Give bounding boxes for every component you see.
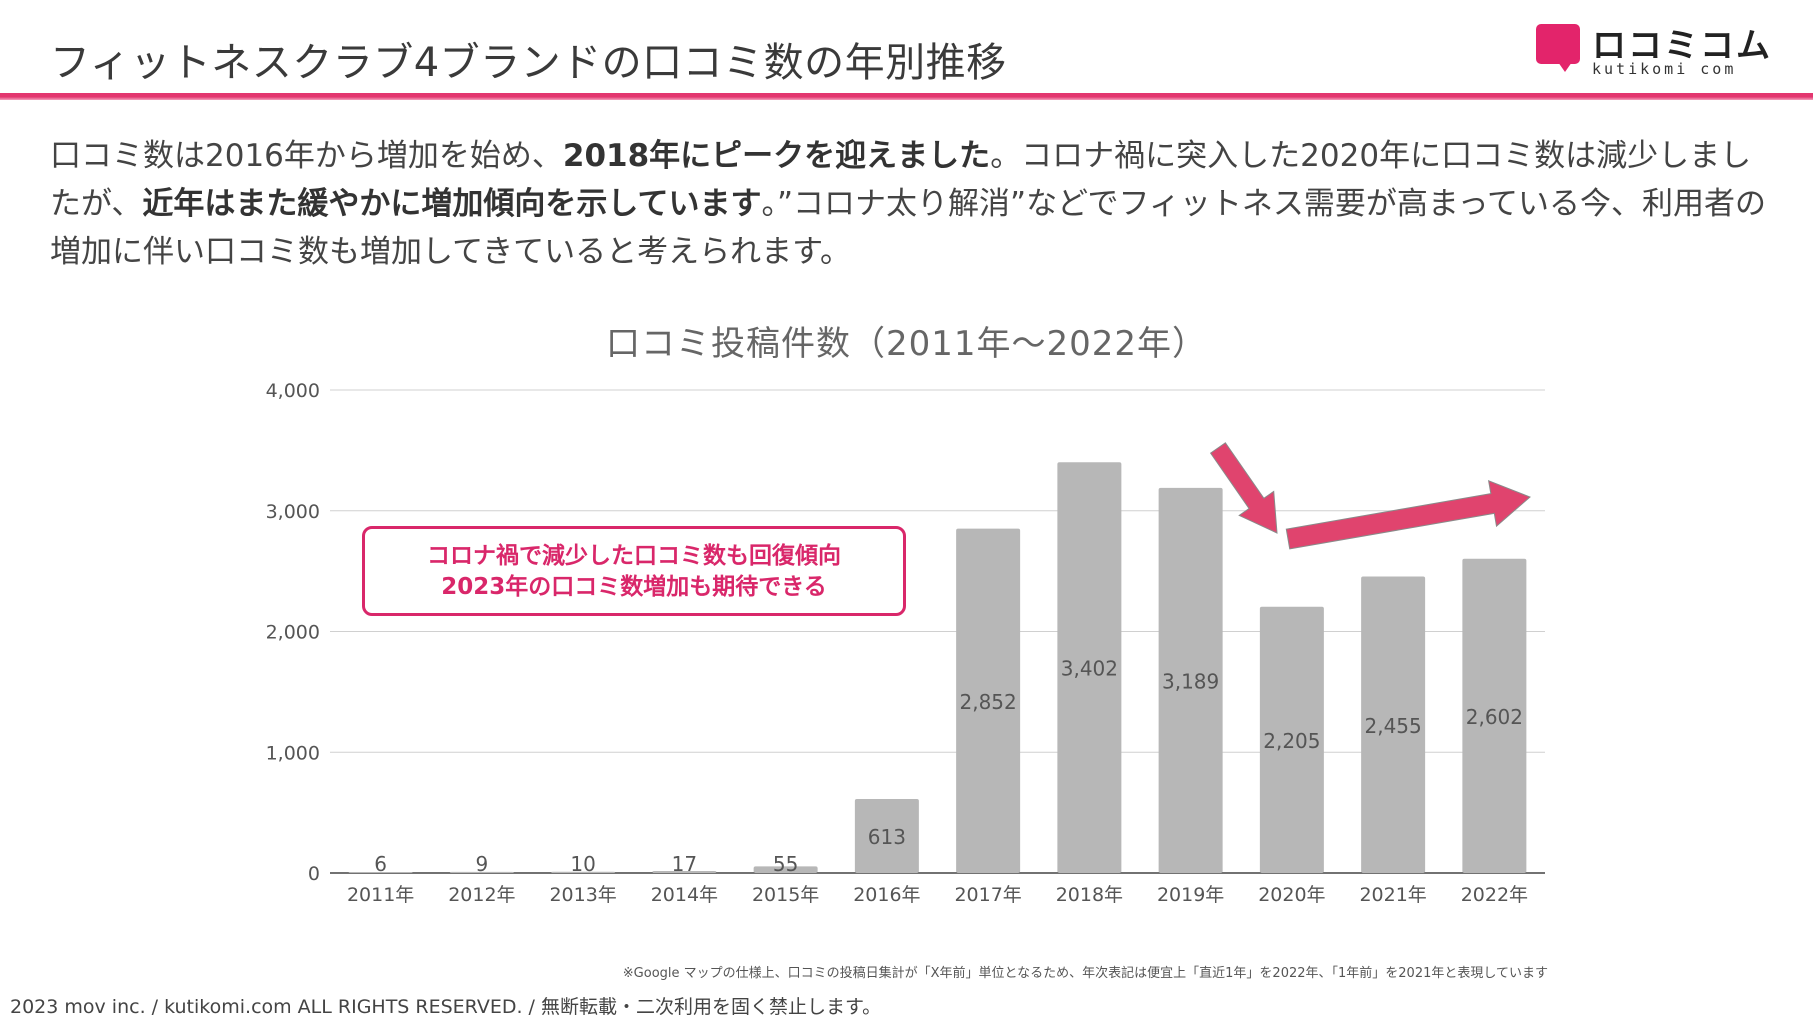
data-label: 3,402 [1061, 657, 1118, 681]
speech-bubble-icon [1536, 24, 1580, 72]
bar [854, 798, 919, 873]
footnote: ※Google マップの仕様上、口コミの投稿日集計が「X年前」単位となるため、年… [622, 966, 1548, 981]
page-title: フィットネスクラブ4ブランドの口コミ数の年別推移 [50, 40, 1007, 86]
summary-part-2: 。コロナ禍に突入した2020年に口コミ数は減少しましたが、 [50, 138, 1752, 222]
data-label: 17 [672, 852, 697, 876]
data-label: 10 [570, 852, 595, 876]
up-trend-arrow [1285, 480, 1531, 550]
y-tick-label: 1,000 [266, 742, 320, 764]
data-label: 2,602 [1466, 705, 1523, 729]
chart-title: 口コミ投稿件数（2011年〜2022年） [605, 324, 1208, 364]
callout-line-2: 2023年の口コミ数増加も期待できる [441, 574, 827, 600]
x-tick-label: 2013年 [549, 884, 616, 906]
data-label: 9 [476, 852, 489, 876]
down-trend-arrow [1209, 442, 1278, 534]
x-tick-label: 2014年 [651, 884, 718, 906]
callout-box: コロナ禍で減少した口コミ数も回復傾向 2023年の口コミ数増加も期待できる [362, 526, 906, 616]
bar [1259, 606, 1324, 873]
bar [1361, 576, 1426, 873]
x-tick-label: 2022年 [1461, 884, 1528, 906]
bar [449, 871, 514, 873]
data-label: 2,205 [1263, 729, 1320, 753]
summary-part-3: 。”コロナ太り解消”などでフィットネス需要が高まっている今、利用者の増加に伴い口… [50, 186, 1767, 270]
bar [551, 871, 616, 873]
y-tick-label: 0 [308, 863, 320, 885]
x-tick-label: 2018年 [1056, 884, 1123, 906]
x-tick-label: 2021年 [1359, 884, 1426, 906]
bar [1057, 462, 1122, 873]
y-tick-label: 2,000 [266, 622, 320, 644]
data-label: 3,189 [1162, 669, 1219, 693]
brand-logo[interactable]: ロコミコム kutikomi com [1536, 20, 1770, 80]
summary-part-1: 口コミ数は2016年から増加を始め、 [50, 138, 563, 174]
data-label: 613 [868, 825, 906, 849]
bar [1462, 558, 1527, 873]
summary-emphasis-2: 近年はまた緩やかに増加傾向を示しています [142, 186, 762, 222]
x-tick-label: 2020年 [1258, 884, 1325, 906]
copyright-footer: 2023 mov inc. / kutikomi.com ALL RIGHTS … [10, 996, 882, 1018]
summary-emphasis-1: 2018年にピークを迎えました [562, 138, 991, 174]
x-tick-label: 2019年 [1157, 884, 1224, 906]
y-tick-label: 3,000 [266, 501, 320, 523]
data-label: 6 [374, 852, 387, 876]
bar [956, 528, 1021, 873]
x-tick-label: 2016年 [853, 884, 920, 906]
bar [348, 872, 413, 873]
bar [1158, 487, 1223, 873]
x-tick-label: 2017年 [954, 884, 1021, 906]
x-tick-label: 2011年 [347, 884, 414, 906]
bar-chart: 0 1,000 2,000 3,000 4,000 6 2011年 9 2012年 10 2013年… [266, 380, 1545, 906]
bar [652, 870, 717, 873]
x-tick-label: 2012年 [448, 884, 515, 906]
x-tick-label: 2015年 [752, 884, 819, 906]
y-tick-label: 4,000 [266, 380, 320, 402]
title-underline [0, 93, 1813, 100]
data-label: 2,852 [959, 690, 1016, 714]
callout-line-1: コロナ禍で減少した口コミ数も回復傾向 [427, 543, 841, 569]
data-label: 55 [773, 852, 798, 876]
logo-name-jp: ロコミコム [1592, 26, 1772, 66]
data-label: 2,455 [1364, 714, 1421, 738]
logo-name-en: kutikomi com [1592, 60, 1737, 78]
bar [753, 866, 818, 873]
summary-text: 口コミ数は2016年から増加を始め、2018年にピークを迎えました。コロナ禍に突… [50, 132, 1770, 276]
